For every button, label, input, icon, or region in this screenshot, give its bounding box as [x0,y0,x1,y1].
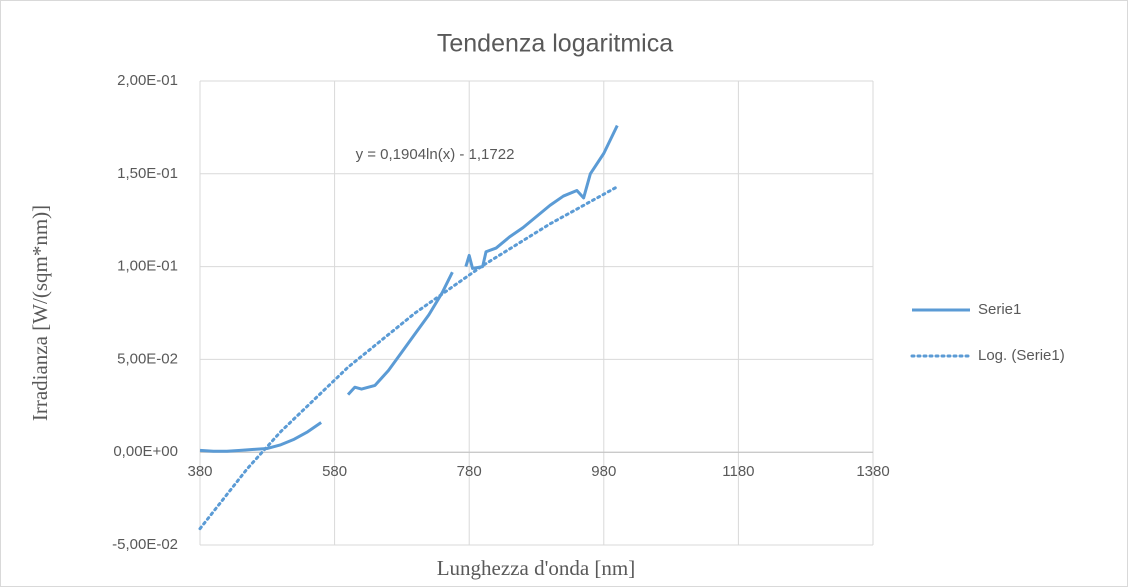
y-tick-label: 1,00E-01 [117,258,178,275]
y-tick-label: 2,00E-01 [117,72,178,89]
x-tick-label: 980 [591,463,616,480]
annotation: y = 0,1904ln(x) - 1,1722 [356,146,515,163]
legend-label: Log. (Serie1) [978,347,1065,364]
y-tick-label: 1,50E-01 [117,165,178,182]
series-line [199,124,619,453]
x-tick-label: 1180 [722,463,754,480]
x-tick-label: 780 [457,463,482,480]
y-tick-label: 0,00E+00 [113,443,178,460]
legend-label: Serie1 [978,301,1021,318]
y-tick-label: -5,00E-02 [112,536,178,553]
series-line [198,185,619,531]
x-axis-title: Lunghezza d'onda [nm] [437,556,636,580]
x-tick-label: 580 [322,463,347,480]
chart-title: Tendenza logaritmica [437,30,673,58]
x-tick-label: 380 [187,463,212,480]
y-axis-title: Irradianza [W/(sqm*nm)] [28,205,52,421]
x-tick-label: 1380 [856,463,889,480]
y-tick-label: 5,00E-02 [117,350,178,367]
